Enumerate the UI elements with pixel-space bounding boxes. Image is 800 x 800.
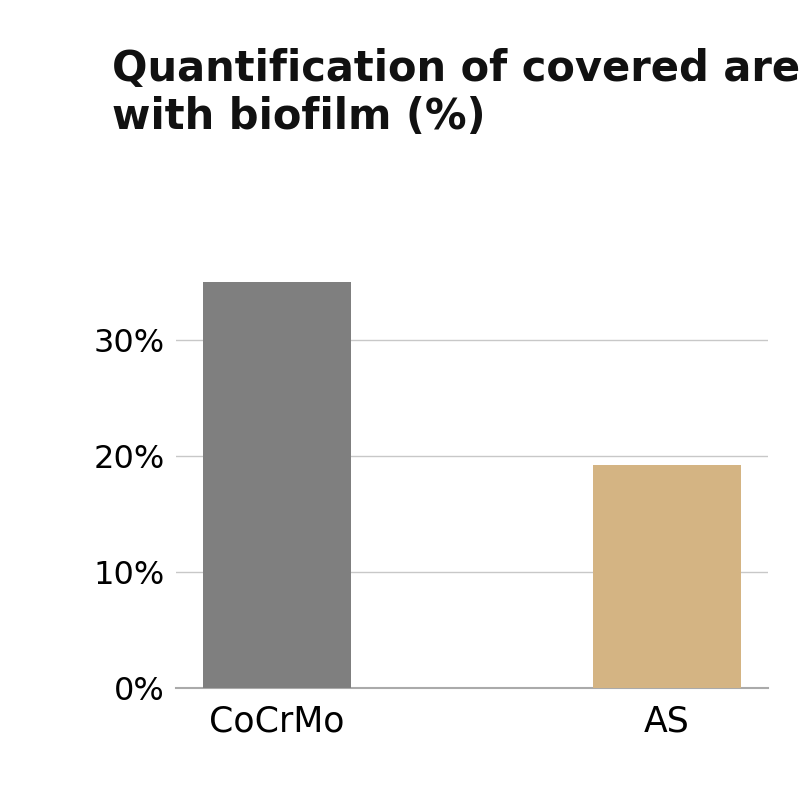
Text: Quantification of covered area: Quantification of covered area — [112, 48, 800, 90]
Bar — [593, 466, 741, 688]
Text: with biofilm (%): with biofilm (%) — [112, 96, 486, 138]
Bar — [203, 282, 351, 688]
